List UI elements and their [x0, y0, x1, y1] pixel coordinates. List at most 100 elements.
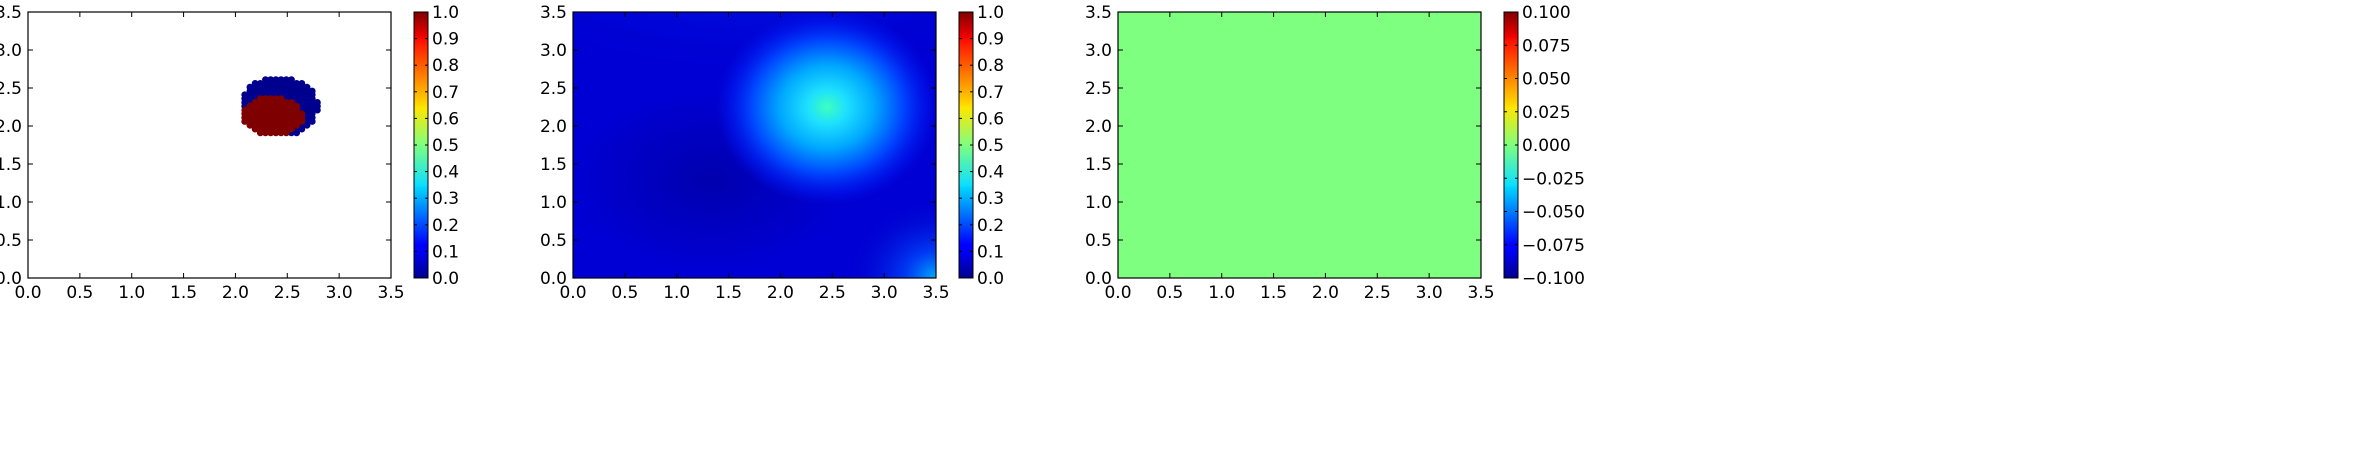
colorbar-tick-label: 0.3 [432, 189, 459, 209]
y-tick-label: 2.5 [1085, 79, 1112, 99]
y-tick-label: 1.0 [540, 193, 567, 213]
scatter-point-low [308, 87, 316, 95]
x-tick-label: 3.0 [871, 283, 898, 303]
scatter-point-low [277, 76, 285, 84]
x-tick-label: 0.5 [66, 283, 93, 303]
colorbar-tick-label: 0.5 [432, 136, 459, 156]
scatter-point-low [262, 76, 269, 84]
x-tick-label: 2.0 [767, 283, 794, 303]
scatter-point-low [251, 79, 259, 87]
colorbar-tick-label: 0.000 [1522, 136, 1571, 156]
colorbar-tick-label: 0.0 [432, 269, 459, 289]
y-tick-label: 2.0 [540, 117, 567, 137]
colorbar-tick-label: −0.050 [1522, 203, 1585, 223]
y-tick-label: 3.0 [1085, 41, 1112, 61]
scatter-point-high [246, 102, 254, 110]
colorbar-tick-label: 0.4 [432, 163, 459, 183]
colorbar-tick-label: −0.075 [1522, 236, 1585, 256]
scatter-point-low [282, 76, 290, 84]
x-tick-label: 1.0 [118, 283, 145, 303]
x-tick-label: 2.0 [1312, 283, 1339, 303]
scatter-point-low [287, 76, 295, 84]
y-tick-label: 3.5 [1085, 3, 1112, 23]
plot-frame-3 [1117, 11, 1482, 279]
y-tick-label: 3.0 [0, 41, 22, 61]
scatter-point-high [267, 95, 275, 103]
uniform-field [1118, 12, 1481, 278]
scatter-point-low [241, 91, 249, 99]
scatter-point-high [282, 98, 290, 106]
colorbar-tick-label: 0.7 [432, 83, 459, 103]
scatter-point-high [287, 98, 295, 106]
x-tick-label: 2.0 [222, 283, 249, 303]
scatter-outer-points [241, 76, 321, 137]
colorbar-tick-label: 0.9 [432, 30, 459, 50]
colorbar-tick-label: 0.100 [1522, 3, 1571, 23]
colorbar-ticks-3: −0.100 −0.075 −0.050 −0.025 0.000 0.025 0.050 0… [1504, 3, 1585, 289]
x-tick-label: 1.0 [1208, 283, 1235, 303]
heatmap-panel: 0.0 0.5 1.0 1.5 2.0 2.5 3.0 3.5 0.0 0.5 1.0 1.5 2.0 2… [540, 3, 1004, 303]
x-tick-label: 0.5 [1156, 283, 1183, 303]
x-tick-label: 3.5 [377, 283, 404, 303]
x-tick-label: 2.5 [1364, 283, 1391, 303]
colorbar-tick-label: 0.8 [432, 56, 459, 76]
colorbar-tick-label: 0.6 [977, 109, 1004, 129]
x-tick-label: 1.0 [663, 283, 690, 303]
plot-frame-1 [27, 11, 392, 279]
x-tick-label: 0.5 [611, 283, 638, 303]
scatter-point-high [251, 98, 259, 106]
scatter-point-high [277, 95, 285, 103]
y-tick-label: 3.5 [540, 3, 567, 23]
x-tick-label: 0.0 [559, 283, 586, 303]
colorbar-tick-label: −0.025 [1522, 169, 1585, 189]
colorbar-tick-label: 0.0 [977, 269, 1004, 289]
x-tick-label: 3.0 [326, 283, 353, 303]
heatmap-corner-highlight [846, 198, 936, 278]
y-tick-label: 2.5 [540, 79, 567, 99]
x-tick-label: 1.5 [1260, 283, 1287, 303]
uniform-panel: 0.0 0.5 1.0 1.5 2.0 2.5 3.0 3.5 0.0 0.5 1.0 1.5 2.0 2… [1085, 3, 1585, 303]
y-tick-label: 0.0 [1085, 269, 1112, 289]
axes-2: 0.0 0.5 1.0 1.5 2.0 2.5 3.0 3.5 0.0 0.5 1.0 1.5 2.0 2… [540, 3, 950, 303]
x-tick-label: 3.5 [922, 283, 949, 303]
scatter-point-high [256, 95, 264, 103]
scatter-point-high [262, 95, 269, 103]
colorbar-ticks-2: 0.0 0.1 0.2 0.3 0.4 0.5 0.6 0.7 0.8 0.9 1.0 [959, 3, 1004, 289]
x-tick-label: 2.5 [819, 283, 846, 303]
colorbar-tick-label: 0.4 [977, 163, 1004, 183]
y-tick-label: 0.0 [0, 269, 22, 289]
colorbar-tick-label: 0.050 [1522, 70, 1571, 90]
scatter-inner-points [241, 95, 306, 137]
colorbar-tick-label: 0.025 [1522, 103, 1571, 123]
scatter-point-high [293, 102, 301, 110]
y-tick-label: 1.5 [540, 155, 567, 175]
colorbar-tick-label: 0.5 [977, 136, 1004, 156]
colorbar-tick-label: 0.1 [432, 242, 459, 262]
y-tick-label: 3.0 [540, 41, 567, 61]
scatter-point-low [272, 76, 280, 84]
colorbar-tick-label: 0.8 [977, 56, 1004, 76]
y-tick-label: 1.5 [0, 155, 22, 175]
scatter-point-low [298, 79, 306, 87]
y-tick-label: 1.5 [1085, 155, 1112, 175]
y-tick-label: 0.5 [0, 231, 22, 251]
colorbar-tick-label: 0.7 [977, 83, 1004, 103]
heatmap-peak [715, 12, 936, 205]
x-tick-label: 2.5 [274, 283, 301, 303]
scatter-point-high [272, 95, 280, 103]
heatmap-field [573, 12, 936, 278]
scatter-point-low [256, 79, 264, 87]
colorbar-tick-label: −0.100 [1522, 269, 1585, 289]
y-tick-label: 2.0 [1085, 117, 1112, 137]
colorbar-tick-label: 0.075 [1522, 36, 1571, 56]
plot-frame-2 [572, 11, 937, 279]
scatter-point-low [246, 83, 254, 91]
x-tick-label: 0.0 [1104, 283, 1131, 303]
scatter-point-high [241, 106, 249, 114]
x-tick-label: 1.5 [170, 283, 197, 303]
x-tick-label: 1.5 [715, 283, 742, 303]
scatter-point-high [298, 110, 306, 118]
scatter-panel: 0.0 0.5 1.0 1.5 2.0 2.5 3.0 3.5 0.0 0.5 1.0 1.5 2.0 2… [0, 3, 459, 303]
scatter-point-low [293, 79, 301, 87]
